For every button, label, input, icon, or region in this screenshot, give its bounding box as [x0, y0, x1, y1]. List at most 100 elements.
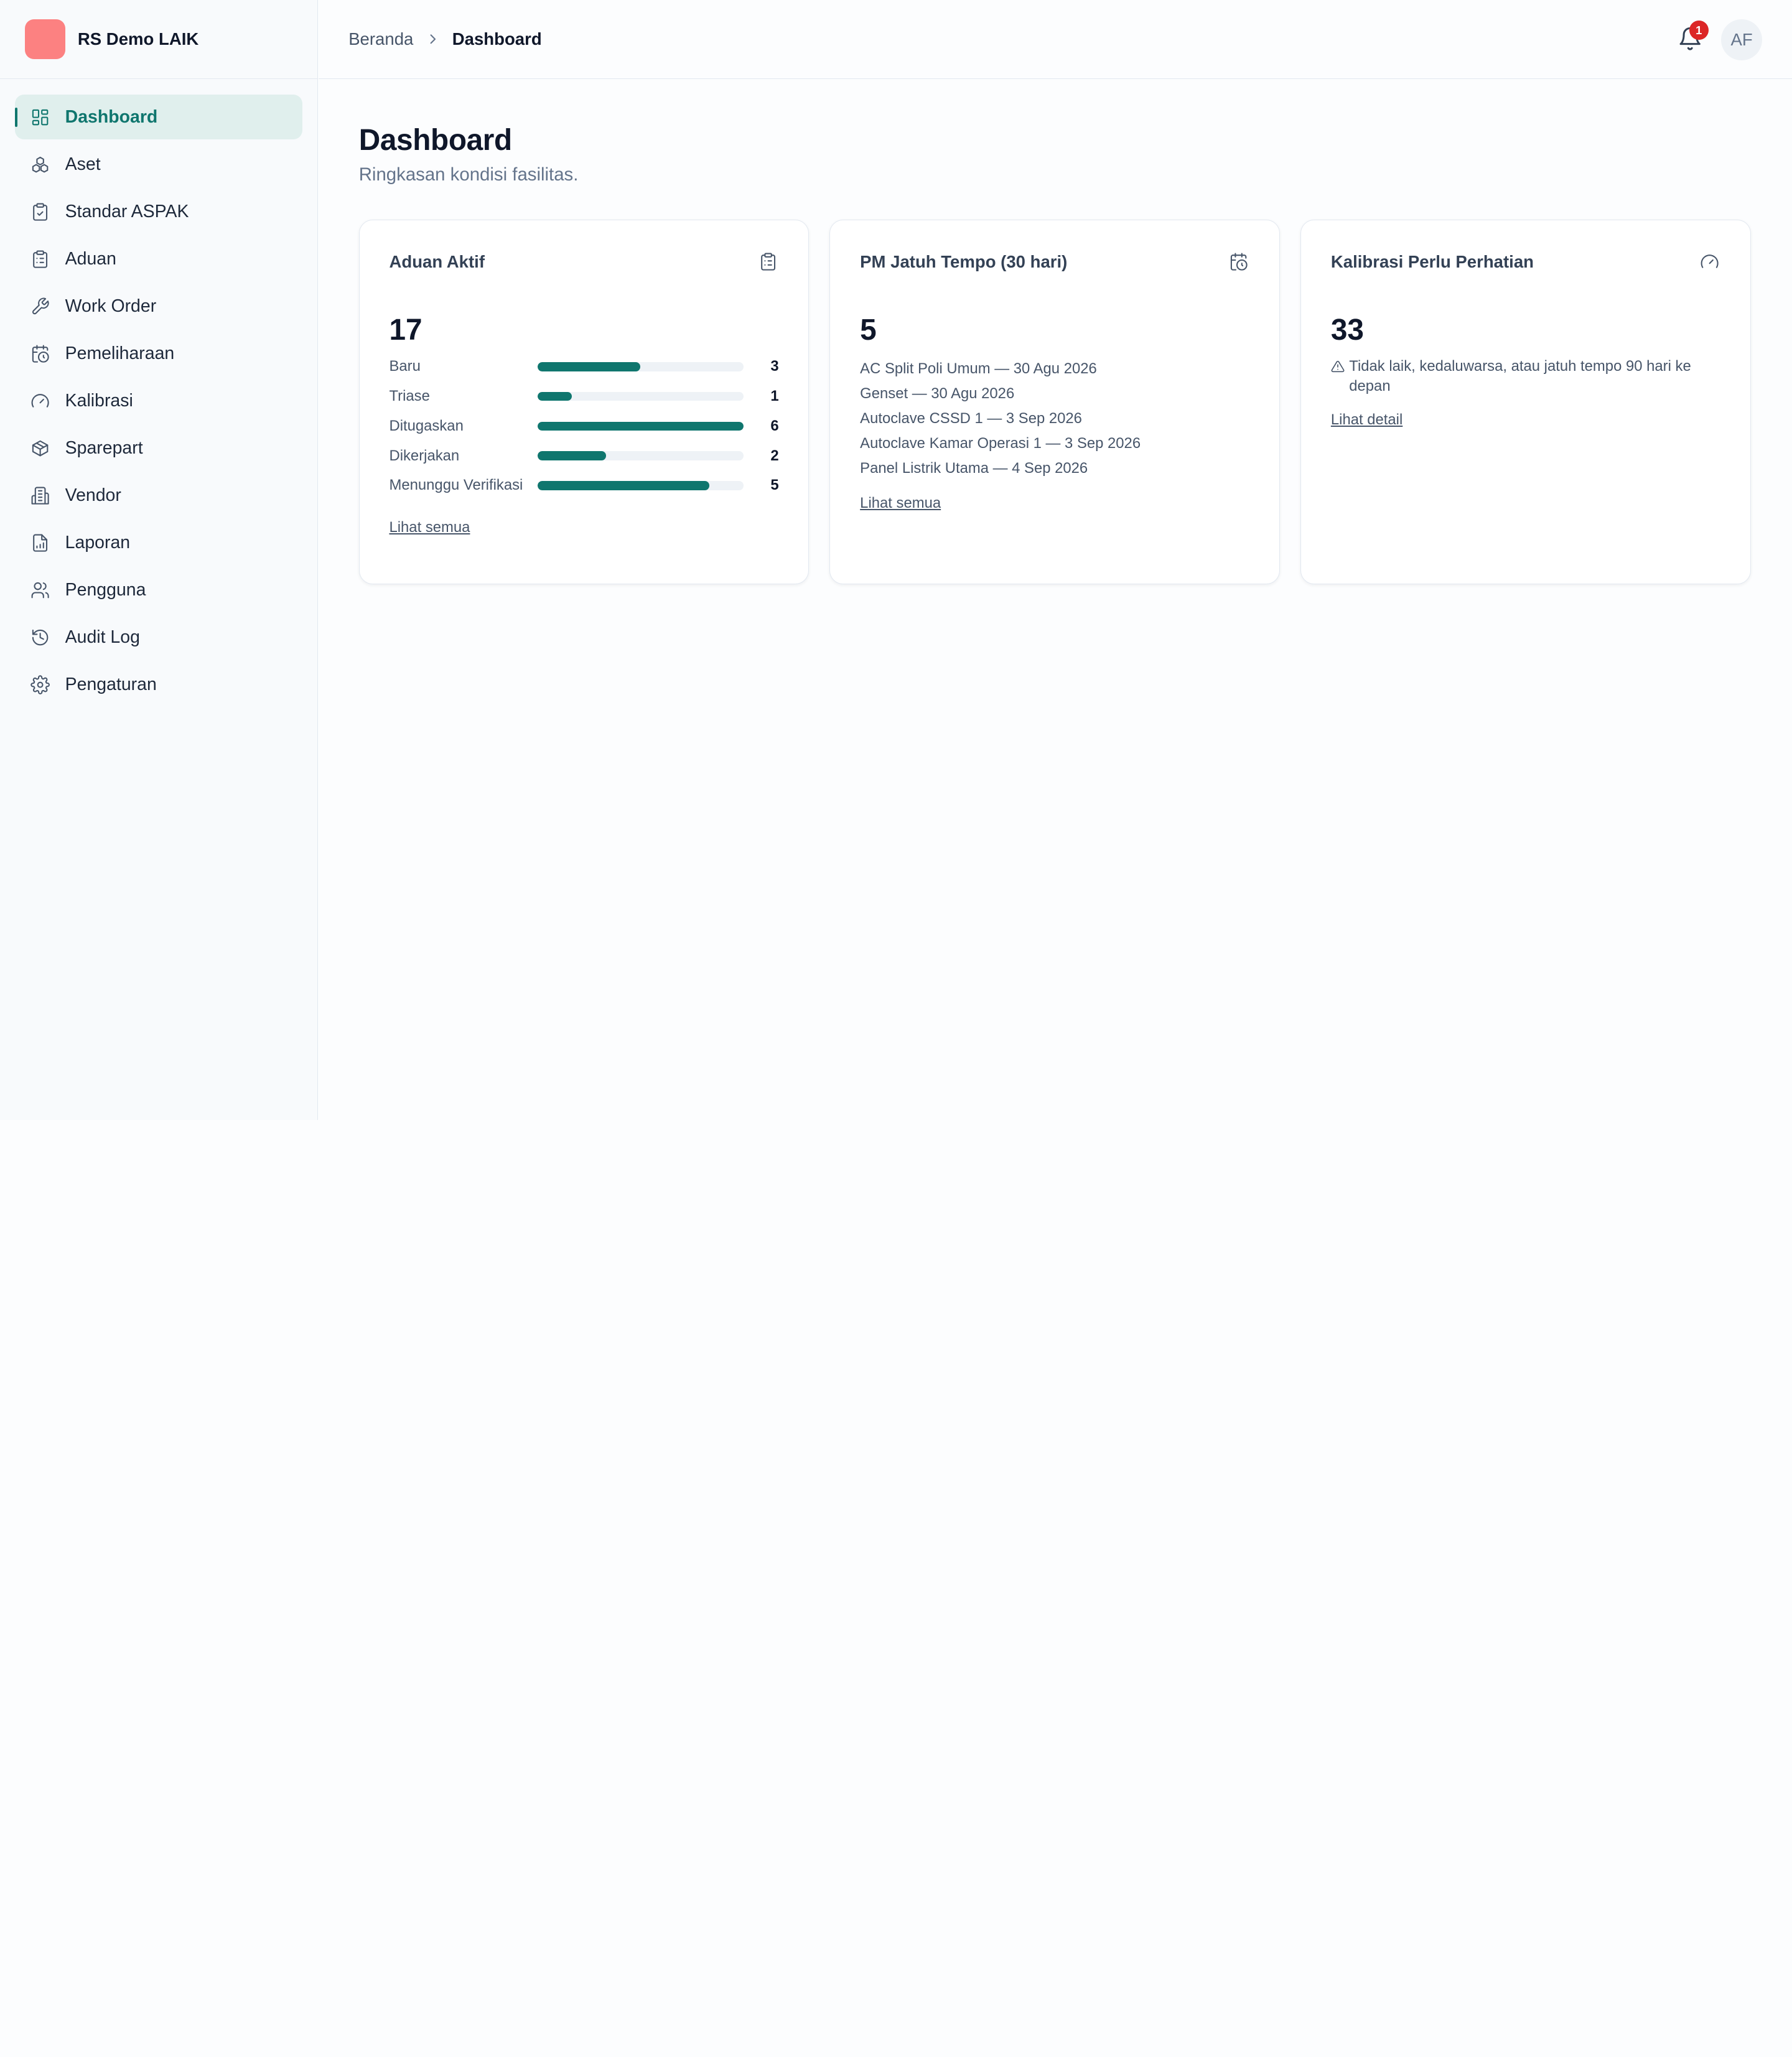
sidebar-item-label: Pemeliharaan — [65, 343, 175, 363]
status-bar-fill — [538, 391, 572, 401]
sidebar-item-label: Laporan — [65, 533, 131, 553]
status-label: Dikerjakan — [389, 447, 460, 464]
user-avatar[interactable]: AF — [1721, 19, 1763, 61]
status-bar — [538, 391, 744, 401]
sidebar: RS Demo LAIK Dashboard Aset Standar ASPA… — [0, 0, 318, 1120]
card-value: 33 — [1330, 314, 1364, 347]
status-bar — [538, 451, 744, 460]
sidebar-item-dashboard[interactable]: Dashboard — [14, 95, 302, 140]
app-shell: RS Demo LAIK Dashboard Aset Standar ASPA… — [0, 0, 1792, 1120]
sidebar-item-pengguna[interactable]: Pengguna — [15, 568, 302, 613]
sidebar-item-label: Sparepart — [65, 437, 143, 458]
status-bar-fill — [538, 451, 607, 460]
topbar: Beranda Dashboard 1 AF — [319, 0, 1792, 79]
status-row: Baru 3 — [389, 352, 778, 382]
sidebar-item-label: Dashboard — [65, 106, 158, 127]
sidebar-item-kalibrasi[interactable]: Kalibrasi — [15, 379, 302, 424]
bell-icon — [1678, 27, 1702, 56]
sidebar-item-work-order[interactable]: Work Order — [15, 284, 302, 329]
boxes-icon — [30, 154, 50, 175]
sidebar-item-label: Kalibrasi — [65, 390, 133, 411]
sidebar-item-label: Aduan — [65, 248, 116, 269]
status-label: Ditugaskan — [389, 417, 464, 434]
status-row: Dikerjakan 2 — [389, 441, 778, 471]
sidebar-item-standar-aspak[interactable]: Standar ASPAK — [15, 189, 302, 234]
status-row: Ditugaskan 6 — [389, 411, 778, 441]
status-row: Menunggu Verifikasi 5 — [389, 471, 778, 501]
brand-logo — [25, 19, 65, 59]
status-list: Baru 3 Triase 1 Ditugaskan 6 — [389, 352, 778, 501]
list-item[interactable]: Autoclave CSSD 1 — 3 Sep 2026 — [860, 409, 1082, 427]
warning-triangle-icon — [1331, 357, 1349, 396]
status-count: 5 — [770, 477, 779, 494]
building-icon — [30, 485, 50, 506]
package-icon — [30, 438, 50, 459]
status-bar-fill — [538, 421, 744, 431]
notifications-button[interactable]: 1 — [1678, 21, 1709, 56]
list-item[interactable]: Panel Listrik Utama — 4 Sep 2026 — [860, 459, 1088, 477]
sidebar-item-label: Pengguna — [65, 580, 146, 600]
status-label: Menunggu Verifikasi — [389, 477, 523, 494]
status-count: 2 — [770, 447, 779, 464]
card-title: Aduan Aktif — [389, 252, 485, 272]
breadcrumb: Beranda Dashboard — [348, 29, 541, 49]
brand-name: RS Demo LAIK — [77, 29, 199, 49]
status-bar — [538, 362, 744, 371]
calendar-clock-icon — [30, 343, 50, 364]
lihat-semua-pm-link[interactable]: Lihat semua — [860, 495, 941, 512]
gauge-icon — [30, 391, 50, 411]
sidebar-item-aduan[interactable]: Aduan — [15, 237, 302, 282]
sidebar-nav: Dashboard Aset Standar ASPAK Aduan — [0, 79, 317, 707]
status-label: Baru — [389, 358, 421, 375]
status-bar-fill — [538, 362, 641, 371]
lihat-semua-aduan-link[interactable]: Lihat semua — [389, 518, 470, 536]
breadcrumb-current: Dashboard — [452, 29, 542, 49]
status-row: Triase 1 — [389, 381, 778, 411]
card-pm-jatuh-tempo: PM Jatuh Tempo (30 hari) 5 AC Split Poli… — [829, 219, 1281, 584]
sidebar-item-label: Vendor — [65, 485, 121, 505]
card-title: PM Jatuh Tempo (30 hari) — [860, 252, 1068, 272]
lihat-detail-link[interactable]: Lihat detail — [1330, 411, 1403, 429]
history-icon — [30, 627, 50, 648]
status-bar-fill — [538, 481, 709, 490]
pm-list: AC Split Poli Umum — 30 Agu 2026 Genset … — [860, 357, 1249, 481]
clipboard-list-icon — [758, 252, 779, 273]
sidebar-item-aset[interactable]: Aset — [15, 142, 302, 187]
sidebar-item-label: Aset — [65, 154, 101, 174]
sidebar-item-sparepart[interactable]: Sparepart — [15, 426, 302, 471]
clipboard-check-icon — [30, 202, 50, 222]
sidebar-item-laporan[interactable]: Laporan — [15, 521, 302, 566]
list-item[interactable]: AC Split Poli Umum — 30 Agu 2026 — [860, 360, 1097, 377]
card-aduan-aktif: Aduan Aktif 17 Baru 3 Triase 1 — [358, 219, 810, 584]
sidebar-item-audit-log[interactable]: Audit Log — [15, 615, 302, 660]
card-kalibrasi-perlu-perhatian: Kalibrasi Perlu Perhatian 33 Tidak laik,… — [1300, 219, 1751, 584]
breadcrumb-beranda-link[interactable]: Beranda — [348, 29, 414, 49]
chevron-right-icon — [425, 31, 441, 47]
gear-icon — [30, 674, 50, 695]
status-label: Triase — [389, 388, 430, 405]
notification-count-badge: 1 — [1689, 21, 1709, 40]
main-content: Dashboard Ringkasan kondisi fasilitas. A… — [358, 123, 1753, 584]
sidebar-item-vendor[interactable]: Vendor — [15, 473, 302, 518]
kalibrasi-note: Tidak laik, kedaluwarsa, atau jatuh temp… — [1331, 357, 1720, 396]
page-subtitle: Ringkasan kondisi fasilitas. — [358, 164, 579, 185]
list-item[interactable]: Genset — 30 Agu 2026 — [860, 385, 1015, 402]
status-count: 1 — [770, 388, 779, 405]
file-chart-icon — [30, 533, 50, 553]
card-value: 17 — [389, 314, 422, 347]
sidebar-item-pemeliharaan[interactable]: Pemeliharaan — [15, 332, 302, 376]
layout-grid-icon — [30, 107, 50, 128]
status-count: 3 — [770, 358, 779, 375]
sidebar-item-label: Standar ASPAK — [65, 201, 189, 222]
calendar-clock-icon — [1229, 252, 1249, 273]
page-title: Dashboard — [358, 124, 512, 157]
card-value: 5 — [860, 314, 877, 347]
sidebar-item-pengaturan[interactable]: Pengaturan — [15, 663, 302, 707]
card-title: Kalibrasi Perlu Perhatian — [1330, 252, 1534, 272]
list-item[interactable]: Autoclave Kamar Operasi 1 — 3 Sep 2026 — [860, 434, 1141, 452]
status-bar — [538, 421, 744, 431]
status-bar — [538, 481, 744, 490]
users-icon — [30, 580, 50, 600]
kalibrasi-note-text: Tidak laik, kedaluwarsa, atau jatuh temp… — [1349, 357, 1691, 394]
sidebar-item-label: Pengaturan — [65, 674, 157, 695]
